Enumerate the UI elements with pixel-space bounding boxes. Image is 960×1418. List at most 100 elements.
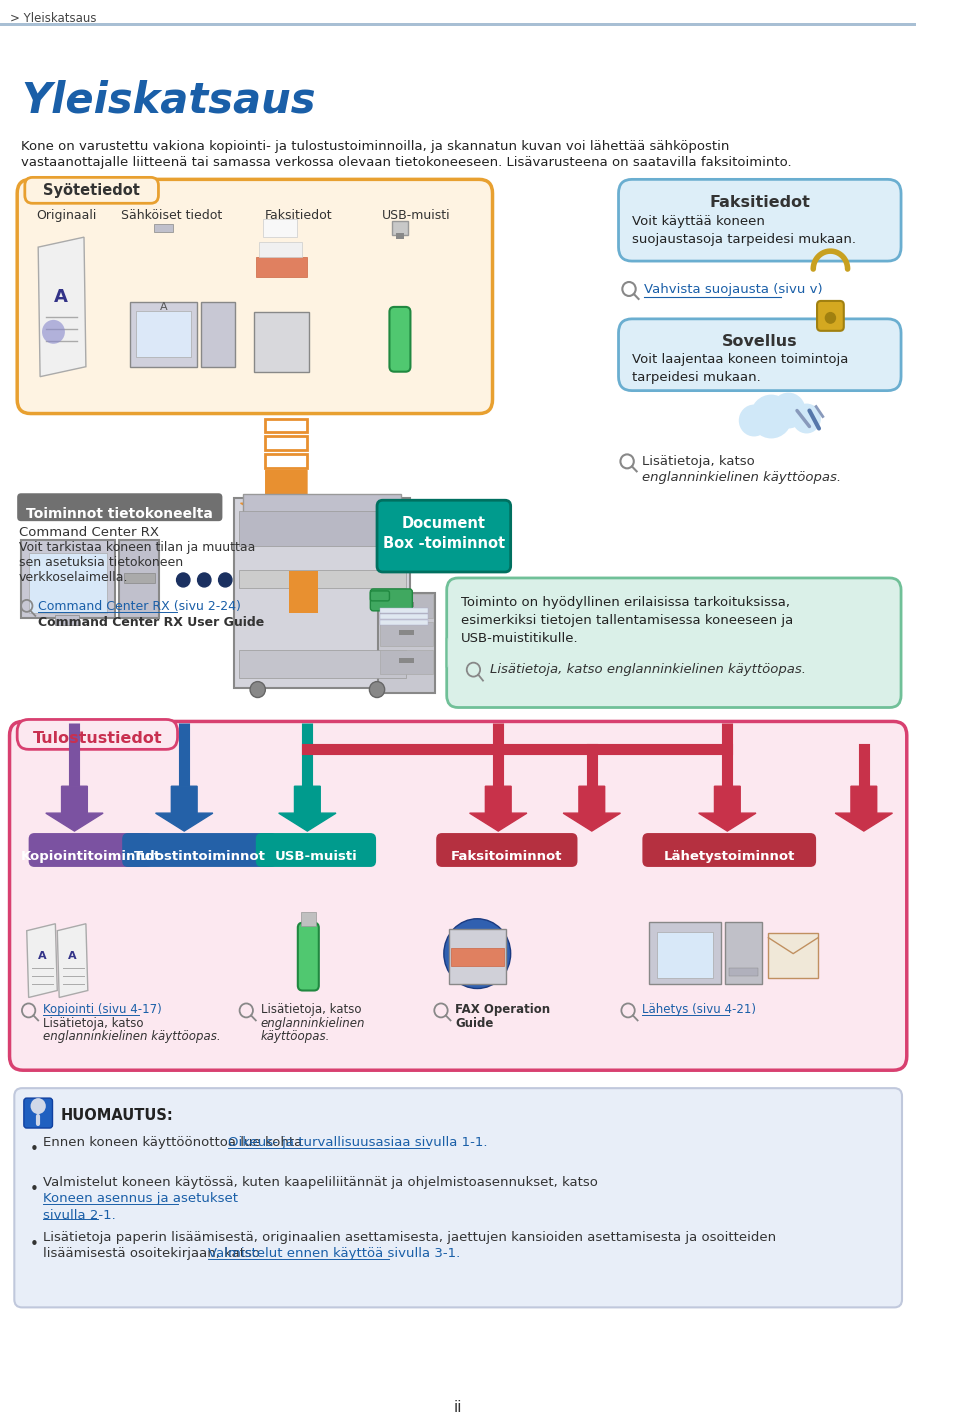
FancyBboxPatch shape	[56, 615, 80, 625]
Polygon shape	[564, 786, 620, 831]
Text: Lähetystoiminnot: Lähetystoiminnot	[663, 849, 795, 864]
FancyBboxPatch shape	[726, 922, 761, 984]
Text: Kopiointi (sivu 4-17): Kopiointi (sivu 4-17)	[43, 1004, 161, 1017]
FancyBboxPatch shape	[448, 929, 506, 984]
FancyBboxPatch shape	[446, 579, 901, 708]
Circle shape	[825, 312, 836, 323]
Text: Sovellus: Sovellus	[722, 333, 798, 349]
Circle shape	[31, 1098, 46, 1115]
Polygon shape	[447, 638, 453, 668]
Text: englanninkielinen käyttöopas.: englanninkielinen käyttöopas.	[43, 1031, 221, 1044]
FancyBboxPatch shape	[10, 722, 907, 1071]
Circle shape	[771, 393, 805, 428]
Polygon shape	[46, 786, 103, 831]
FancyBboxPatch shape	[371, 588, 413, 611]
FancyBboxPatch shape	[393, 221, 408, 235]
FancyBboxPatch shape	[649, 922, 721, 984]
Text: •: •	[30, 1141, 38, 1157]
Text: sen asetuksia tietokoneen: sen asetuksia tietokoneen	[19, 556, 183, 569]
Bar	[0, 23, 917, 26]
Polygon shape	[446, 638, 454, 668]
FancyBboxPatch shape	[154, 224, 173, 233]
Text: englanninkielinen käyttöopas.: englanninkielinen käyttöopas.	[642, 471, 842, 485]
Text: HUOMAUTUS:: HUOMAUTUS:	[60, 1107, 173, 1123]
FancyBboxPatch shape	[657, 932, 713, 977]
FancyBboxPatch shape	[399, 630, 415, 635]
Text: Kone on varustettu vakiona kopiointi- ja tulostustoiminnoilla, ja skannatun kuva: Kone on varustettu vakiona kopiointi- ja…	[21, 139, 730, 153]
FancyBboxPatch shape	[436, 832, 578, 866]
FancyBboxPatch shape	[255, 832, 376, 866]
Polygon shape	[38, 237, 85, 377]
Text: Koneen asennus ja asetukset
sivulla 2-1.: Koneen asennus ja asetukset sivulla 2-1.	[43, 1191, 238, 1222]
Text: Command Center RX: Command Center RX	[19, 526, 159, 539]
Text: Toiminto on hyödyllinen erilaisissa tarkoituksissa,: Toiminto on hyödyllinen erilaisissa tark…	[461, 596, 790, 608]
Text: > Yleiskatsaus: > Yleiskatsaus	[10, 11, 96, 26]
FancyBboxPatch shape	[300, 912, 316, 926]
FancyBboxPatch shape	[135, 311, 191, 357]
Text: Lisätietoja, katso englanninkielinen käyttöopas.: Lisätietoja, katso englanninkielinen käy…	[490, 662, 805, 675]
Text: Voit laajentaa koneen toimintoja
tarpeidesi mukaan.: Voit laajentaa koneen toimintoja tarpeid…	[632, 353, 849, 384]
Text: lisäämisestä osoitekirjaan, katso: lisäämisestä osoitekirjaan, katso	[43, 1246, 264, 1259]
FancyBboxPatch shape	[265, 437, 307, 451]
FancyBboxPatch shape	[642, 832, 816, 866]
FancyBboxPatch shape	[263, 220, 297, 237]
Text: Document
Box -toiminnot: Document Box -toiminnot	[383, 516, 505, 552]
FancyBboxPatch shape	[244, 495, 401, 516]
Polygon shape	[835, 786, 893, 831]
FancyBboxPatch shape	[253, 312, 309, 372]
Text: Voit tarkistaa koneen tilan ja muuttaa: Voit tarkistaa koneen tilan ja muuttaa	[19, 542, 255, 554]
FancyBboxPatch shape	[17, 719, 178, 749]
Text: Vahvista suojausta (sivu v): Vahvista suojausta (sivu v)	[644, 284, 823, 296]
Text: A: A	[68, 950, 77, 960]
Text: Oikeus- ja turvallisuusasiaa sivulla 1-1.: Oikeus- ja turvallisuusasiaa sivulla 1-1…	[228, 1136, 488, 1149]
Text: •: •	[30, 1181, 38, 1197]
Text: verkkoselaimella.: verkkoselaimella.	[19, 571, 129, 584]
FancyBboxPatch shape	[265, 418, 307, 432]
FancyBboxPatch shape	[119, 540, 159, 618]
FancyBboxPatch shape	[122, 832, 276, 866]
FancyBboxPatch shape	[399, 601, 415, 607]
FancyBboxPatch shape	[730, 967, 757, 976]
Circle shape	[370, 682, 385, 698]
Text: Voit käyttää koneen
suojaustasoja tarpeidesi mukaan.: Voit käyttää koneen suojaustasoja tarpei…	[632, 216, 856, 247]
Text: Sähköiset tiedot: Sähköiset tiedot	[121, 210, 223, 223]
Text: A: A	[54, 288, 68, 306]
FancyBboxPatch shape	[618, 319, 901, 390]
FancyBboxPatch shape	[817, 301, 844, 330]
FancyBboxPatch shape	[380, 649, 433, 674]
Text: A: A	[37, 950, 46, 960]
FancyBboxPatch shape	[265, 454, 307, 468]
Text: A: A	[159, 302, 167, 312]
Text: englanninkielinen: englanninkielinen	[260, 1017, 365, 1031]
FancyBboxPatch shape	[239, 649, 406, 678]
FancyBboxPatch shape	[258, 242, 301, 257]
FancyBboxPatch shape	[21, 540, 114, 618]
FancyBboxPatch shape	[14, 1088, 902, 1307]
Text: Originaali: Originaali	[36, 210, 97, 223]
FancyBboxPatch shape	[380, 614, 427, 618]
FancyBboxPatch shape	[390, 306, 411, 372]
Text: Syötetiedot: Syötetiedot	[43, 183, 140, 199]
FancyBboxPatch shape	[380, 620, 427, 625]
FancyBboxPatch shape	[25, 177, 158, 203]
Text: Lisätietoja, katso: Lisätietoja, katso	[260, 1004, 361, 1017]
FancyBboxPatch shape	[399, 658, 415, 662]
FancyBboxPatch shape	[29, 832, 153, 866]
Circle shape	[792, 404, 821, 434]
Circle shape	[251, 682, 265, 698]
Text: Lisätietoja, katso: Lisätietoja, katso	[43, 1017, 143, 1031]
FancyBboxPatch shape	[378, 593, 435, 692]
FancyBboxPatch shape	[17, 493, 223, 522]
Text: Valmistelut koneen käytössä, kuten kaapeliliitännät ja ohjelmistoasennukset, kat: Valmistelut koneen käytössä, kuten kaape…	[43, 1176, 598, 1188]
Circle shape	[42, 320, 65, 343]
Text: Guide: Guide	[455, 1017, 493, 1031]
FancyBboxPatch shape	[618, 179, 901, 261]
Text: käyttöopas.: käyttöopas.	[260, 1031, 330, 1044]
FancyBboxPatch shape	[380, 608, 427, 613]
Polygon shape	[469, 786, 527, 831]
FancyBboxPatch shape	[202, 302, 235, 367]
Polygon shape	[699, 786, 756, 831]
Text: USB-muisti: USB-muisti	[382, 210, 450, 223]
Text: Command Center RX User Guide: Command Center RX User Guide	[38, 615, 264, 628]
FancyBboxPatch shape	[380, 623, 433, 645]
